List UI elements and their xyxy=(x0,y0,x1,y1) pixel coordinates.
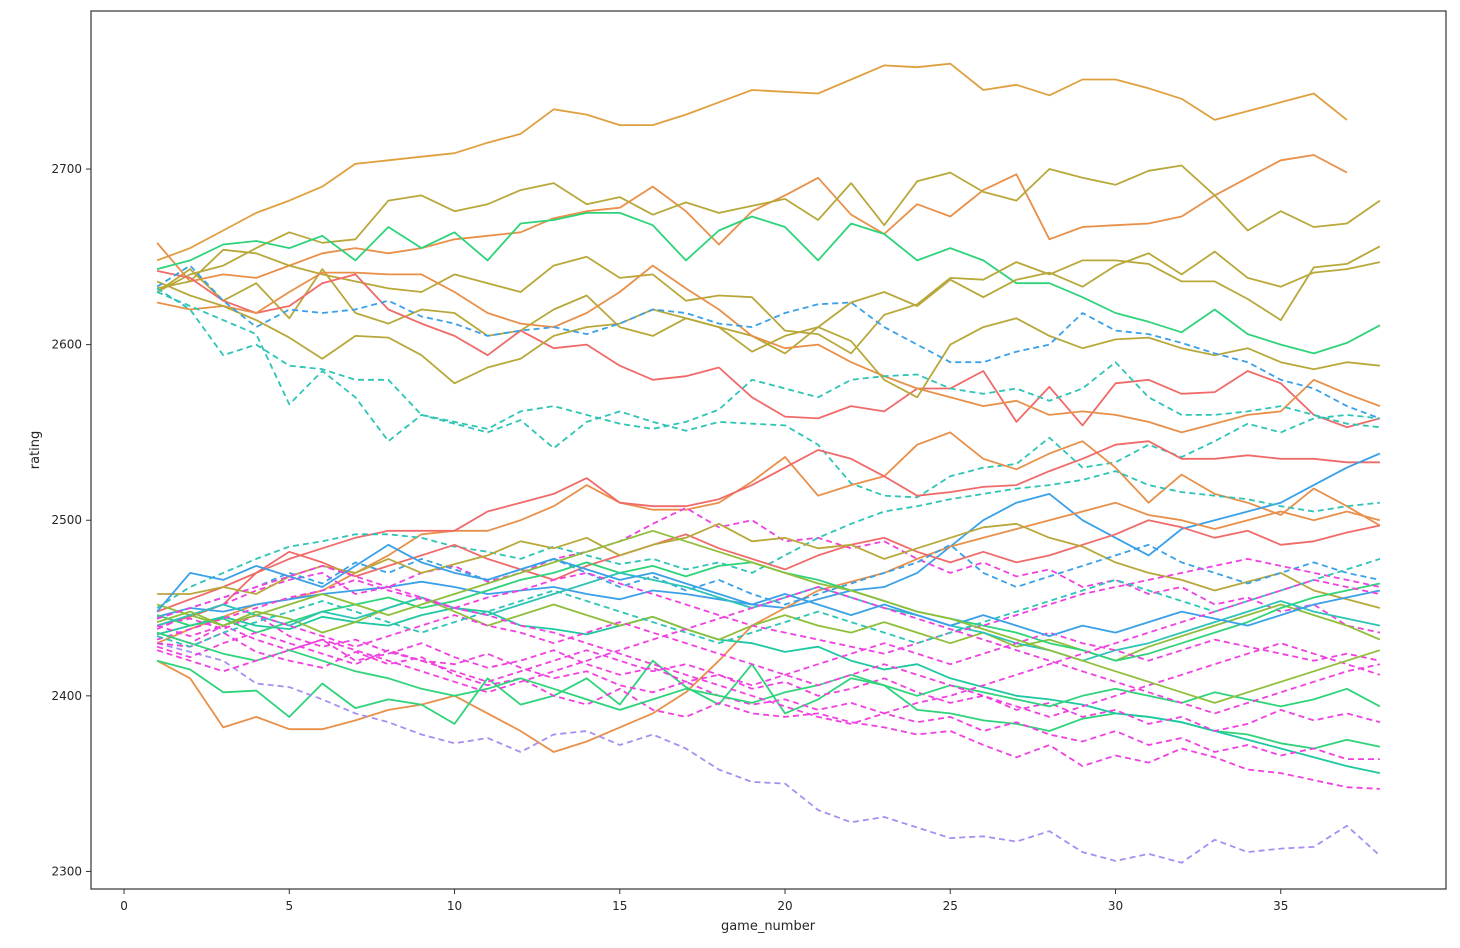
y-tick-label: 2300 xyxy=(51,864,82,878)
x-tick-label: 15 xyxy=(612,899,627,913)
series-line-2 xyxy=(156,154,1348,283)
series-line-12 xyxy=(156,291,1380,499)
x-axis-label: game_number xyxy=(721,919,816,934)
x-tick-label: 35 xyxy=(1273,899,1288,913)
x-tick-label: 30 xyxy=(1108,899,1123,913)
series-line-3 xyxy=(156,164,1381,293)
series-line-15 xyxy=(156,452,1381,618)
y-tick-label: 2400 xyxy=(51,689,82,703)
y-tick-label: 2600 xyxy=(51,338,82,352)
series-line-38 xyxy=(156,565,1381,725)
series-line-8 xyxy=(156,264,1381,434)
series-line-23 xyxy=(156,624,1381,732)
series-line-35 xyxy=(156,614,1381,718)
series-line-19 xyxy=(156,607,1381,774)
series-line-7 xyxy=(156,270,1381,429)
y-axis-ticks: 2300 2400 2500 2600 2700 xyxy=(51,162,91,878)
plot-background xyxy=(91,11,1446,889)
series-line-1 xyxy=(156,62,1348,262)
series-line-39 xyxy=(156,586,1381,715)
x-tick-label: 10 xyxy=(447,899,462,913)
series-line-20 xyxy=(157,631,1380,790)
series-line-33 xyxy=(156,631,1381,711)
x-tick-label: 0 xyxy=(120,899,128,913)
series-line-34 xyxy=(156,543,1381,637)
y-axis-label: rating xyxy=(28,431,43,470)
series-line-31 xyxy=(156,558,1381,655)
series-line-18 xyxy=(156,642,1381,864)
series-line-11 xyxy=(156,287,1380,430)
series-line-25 xyxy=(156,519,1381,613)
x-tick-label: 20 xyxy=(777,899,792,913)
series-line-32 xyxy=(156,631,1381,687)
series-line-5 xyxy=(156,245,1381,355)
series-line-22 xyxy=(156,506,1381,634)
series-line-26 xyxy=(157,522,1381,609)
series-line-14 xyxy=(156,440,1380,627)
series-line-4 xyxy=(156,211,1381,355)
x-tick-label: 25 xyxy=(943,899,958,913)
x-tick-label: 5 xyxy=(285,899,293,913)
x-axis-ticks: 0 5 10 15 20 25 30 35 xyxy=(120,889,1288,913)
series-line-10 xyxy=(156,264,1381,420)
series-line-36 xyxy=(156,529,1381,704)
series-layer xyxy=(156,62,1381,864)
series-line-9 xyxy=(156,280,1380,399)
series-line-27 xyxy=(156,596,1381,662)
y-tick-label: 2700 xyxy=(51,162,82,176)
y-tick-label: 2500 xyxy=(51,513,82,527)
series-line-37 xyxy=(156,558,1381,648)
plot-frame xyxy=(90,10,1447,890)
series-line-16 xyxy=(156,501,1381,753)
